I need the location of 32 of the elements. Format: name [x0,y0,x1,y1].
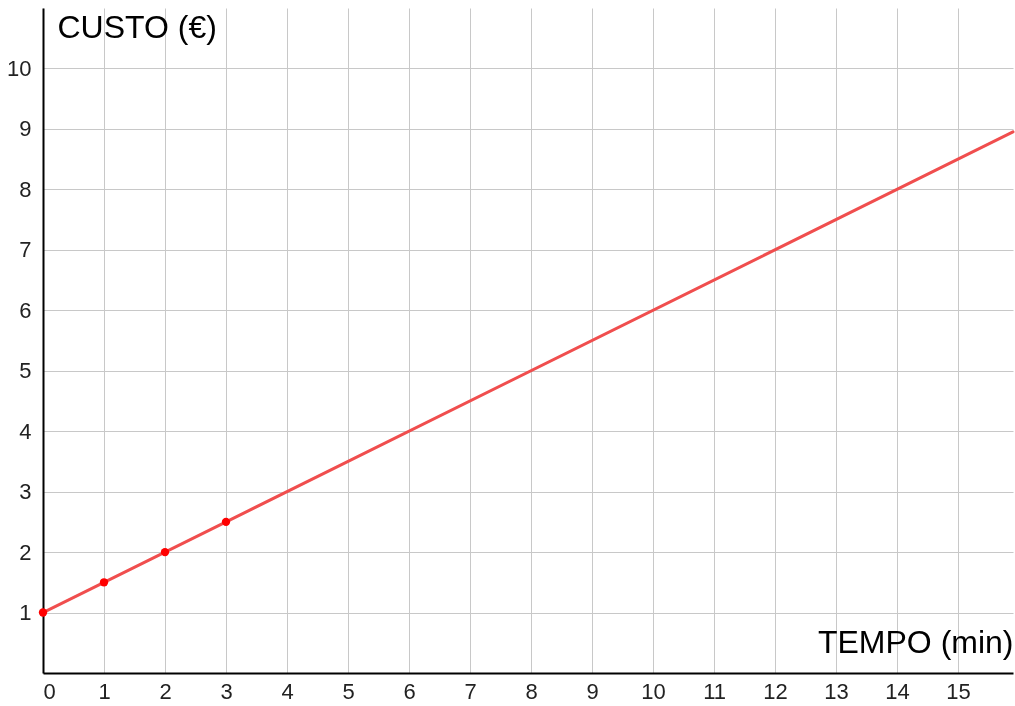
y-tick-label: 4 [19,418,32,444]
point [99,578,109,587]
x-tick-label: 6 [403,678,416,704]
x-tick-label: 3 [220,678,233,704]
x-tick-label: 13 [824,678,849,704]
x-tick-label: 8 [525,678,538,704]
point [221,517,231,527]
x-tick-label: 2 [159,678,172,704]
x-tick-label: 15 [946,678,971,704]
y-axis-title: CUSTO (€) [57,8,217,45]
x-tick-label: 0 [43,678,56,704]
y-tick-label: 2 [19,539,32,565]
y-tick-label: 6 [19,297,32,323]
x-tick-label: 10 [641,678,666,704]
x-tick-label: 7 [464,678,477,704]
x-tick-label: 11 [703,678,726,704]
y-tick-label: 8 [19,176,32,202]
x-tick-label: 14 [885,678,910,704]
point [38,608,48,617]
y-tick-label: 5 [19,358,32,384]
x-tick-label: 12 [763,678,788,704]
y-tick-label: 9 [19,116,32,142]
x-tick-label: 4 [281,678,294,704]
y-tick-label: 1 [19,600,32,626]
point [160,547,170,557]
x-tick-label: 5 [342,678,355,704]
y-tick-label: 7 [19,237,32,263]
x-tick-label: 9 [586,678,599,704]
x-axis-title: TEMPO (min) [817,623,1014,660]
y-tick-label: 10 [7,55,32,81]
y-tick-label: 3 [19,479,32,505]
x-tick-label: 1 [98,678,111,704]
